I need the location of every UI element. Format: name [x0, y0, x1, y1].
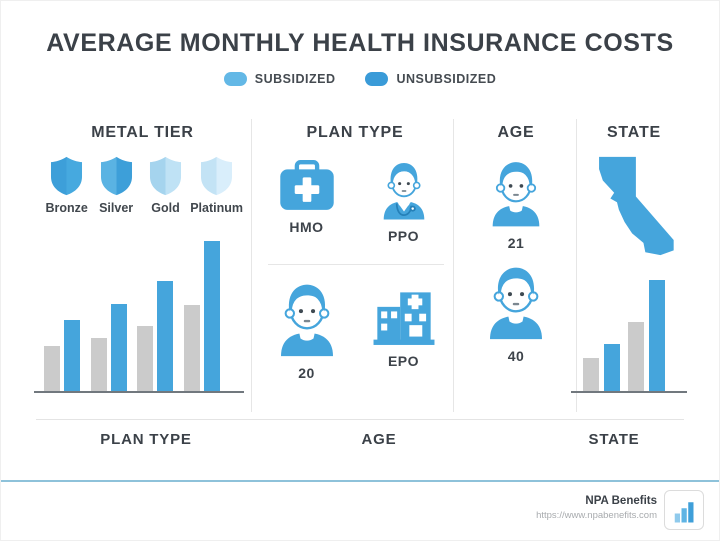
bar-unsubsidized-bronze — [64, 320, 80, 391]
shield-bronze: Bronze — [42, 156, 91, 215]
plan-item-label: HMO — [289, 219, 324, 235]
column-divider — [576, 119, 577, 412]
shield-silver: Silver — [91, 156, 140, 215]
shield-gold: Gold — [141, 156, 190, 215]
bar-subsidized-platinum — [183, 305, 200, 391]
shield-label: Gold — [151, 201, 180, 215]
section-age: AGE 21 40 — [457, 116, 575, 413]
plan-type-row-2: 20 EPO — [258, 280, 452, 381]
age-item-21: 21 — [457, 158, 575, 251]
age-item-40: 40 — [457, 263, 575, 364]
section-state: STATE — [571, 116, 689, 413]
brand-logo — [664, 490, 704, 530]
metal-tier-axis-line — [34, 391, 244, 393]
person-icon — [269, 280, 345, 358]
legend-unsubsidized-label: UNSUBSIDIZED — [396, 72, 497, 86]
page-title: AVERAGE MONTHLY HEALTH INSURANCE COSTS — [46, 29, 674, 57]
bar-subsidized-group-2 — [628, 322, 644, 391]
platinum-shield-icon — [201, 156, 233, 196]
shield-label: Platinum — [190, 201, 244, 215]
plan-item-label: PPO — [387, 228, 420, 244]
state-bar-chart — [583, 280, 665, 391]
age-header: AGE — [497, 124, 535, 141]
bottom-label-plan-type: PLAN TYPE — [100, 431, 192, 448]
shield-label: Bronze — [45, 201, 88, 215]
section-metal-tier: METAL TIER Bronze Silver Gold Platinum — [34, 116, 249, 413]
bar-pair-group-2 — [628, 280, 665, 391]
bar-pair-platinum — [183, 241, 220, 391]
plan-item-epo: EPO — [355, 280, 452, 381]
column-divider — [251, 119, 252, 412]
plan-type-row-1: HMO PPO — [258, 160, 452, 244]
shield-row: Bronze Silver Gold Platinum — [36, 156, 249, 215]
bar-unsubsidized-group-2 — [649, 280, 665, 391]
legend: SUBSIDIZED UNSUBSIDIZED — [1, 72, 719, 86]
state-header: STATE — [606, 124, 662, 141]
bottom-label-state: STATE — [588, 431, 640, 448]
plan-item-hmo: HMO — [258, 160, 355, 244]
bar-unsubsidized-platinum — [203, 241, 220, 391]
legend-item-subsidized: SUBSIDIZED — [223, 72, 336, 86]
brand-name: NPA Benefits — [585, 495, 657, 507]
subsidized-swatch-icon — [223, 72, 247, 86]
footer-brand-block: NPA Benefits https://www.npabenefits.com — [536, 495, 657, 521]
bar-unsubsidized-silver — [110, 304, 127, 391]
age-item-20: 20 — [258, 280, 355, 381]
first-aid-kit-icon — [278, 160, 336, 212]
bar-steps-logo-icon — [674, 501, 693, 522]
shield-platinum: Platinum — [190, 156, 243, 215]
bar-pair-gold — [137, 281, 174, 391]
age-item-label: 20 — [298, 365, 315, 381]
bar-subsidized-gold — [137, 326, 154, 391]
bar-subsidized-bronze — [44, 346, 60, 391]
plan-item-ppo: PPO — [355, 160, 452, 244]
plan-item-label: EPO — [387, 353, 420, 369]
hospital-icon — [372, 286, 436, 346]
brand-url: https://www.npabenefits.com — [536, 510, 657, 521]
bar-pair-group-1 — [583, 344, 620, 391]
plan-type-header: PLAN TYPE — [306, 124, 404, 141]
bar-pair-silver — [90, 304, 127, 391]
gold-shield-icon — [150, 156, 182, 196]
metal-tier-bar-chart — [44, 241, 220, 391]
content-footer-divider — [36, 419, 684, 420]
metal-tier-header: METAL TIER — [91, 124, 194, 141]
legend-item-unsubsidized: UNSUBSIDIZED — [365, 72, 496, 86]
california-map-icon — [587, 155, 681, 257]
silver-shield-icon — [100, 156, 132, 196]
footer-accent-line — [1, 480, 719, 482]
shield-label: Silver — [99, 201, 134, 215]
plan-type-inner-divider — [268, 264, 444, 265]
bottom-label-age: AGE — [361, 431, 397, 448]
doctor-icon — [375, 160, 433, 221]
age-item-label: 21 — [507, 235, 525, 251]
bar-unsubsidized-gold — [157, 281, 174, 391]
bar-subsidized-group-1 — [583, 358, 599, 391]
unsubsidized-swatch-icon — [365, 72, 389, 86]
age-item-label: 40 — [507, 348, 525, 364]
bronze-shield-icon — [51, 156, 83, 196]
legend-subsidized-label: SUBSIDIZED — [254, 72, 336, 86]
bar-unsubsidized-group-1 — [604, 344, 620, 391]
state-axis-line — [571, 391, 687, 393]
section-plan-type: PLAN TYPE HMO PPO 20 EPO — [258, 116, 452, 413]
bar-subsidized-silver — [90, 338, 107, 391]
person-icon — [478, 263, 554, 341]
person-icon — [482, 158, 550, 228]
column-divider — [453, 119, 454, 412]
bar-pair-bronze — [44, 320, 80, 391]
